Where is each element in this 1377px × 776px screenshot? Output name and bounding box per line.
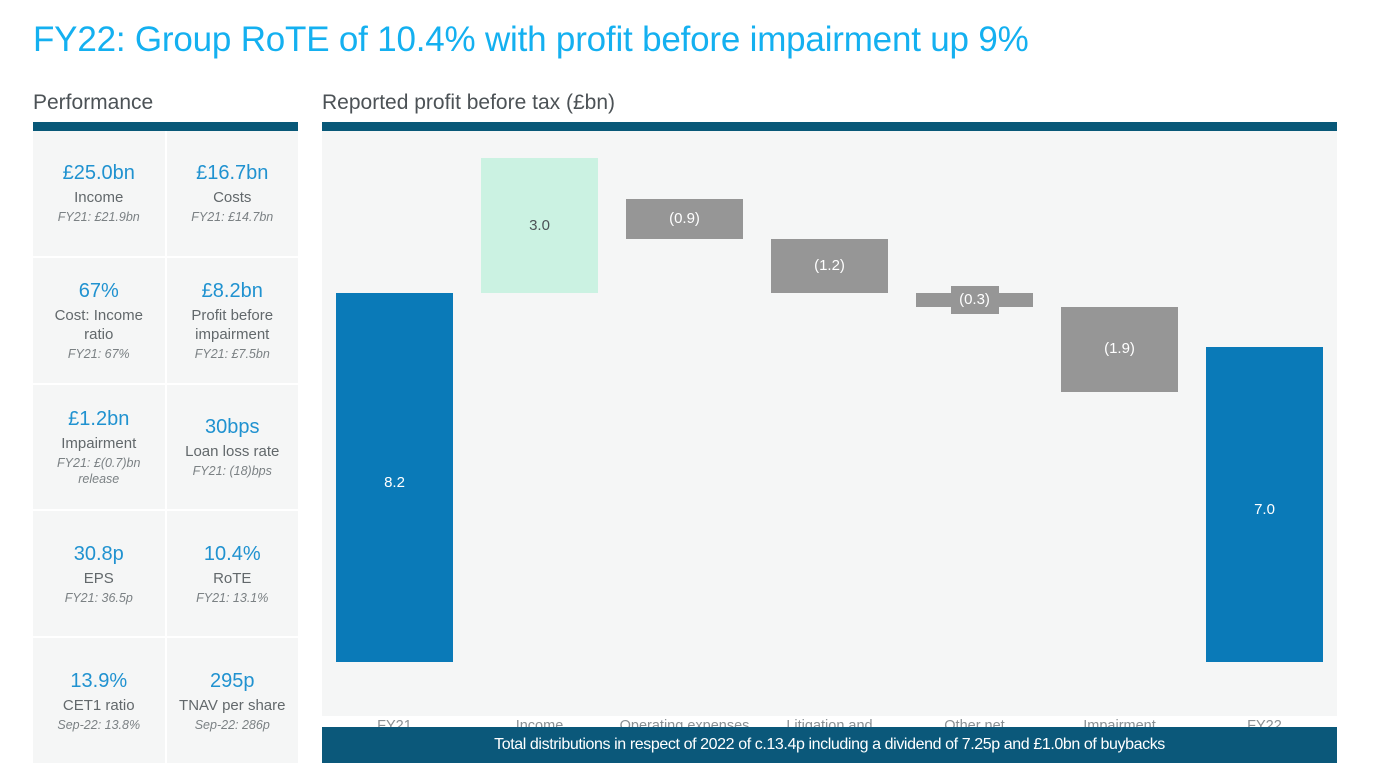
performance-metric-comparison: FY21: 67% (67, 346, 130, 361)
waterfall-bar-value-label: (0.3) (959, 290, 990, 308)
performance-metric-comparison: FY21: £21.9bn (57, 210, 140, 225)
waterfall-bar-value-chip: (0.3) (950, 285, 999, 314)
performance-heading: Performance (33, 91, 154, 114)
performance-metric-label: Income (74, 189, 124, 207)
performance-metric-label: Cost: Income ratio (54, 306, 143, 343)
performance-metric-value: £8.2bn (201, 279, 263, 302)
performance-metric-comparison: FY21: £(0.7)bn release (57, 455, 141, 486)
performance-metric-comparison: FY21: £14.7bn (191, 210, 274, 225)
performance-metric-value: 13.9% (70, 669, 128, 692)
performance-metric-cell: £16.7bn Costs FY21: £14.7bn (166, 131, 298, 256)
performance-metric-cell: £1.2bn Impairment FY21: £(0.7)bn release (33, 384, 165, 510)
performance-metric-cell: 30bps Loan loss rate FY21: (18)bps (166, 384, 298, 510)
performance-metric-cell: £25.0bn Income FY21: £21.9bn (33, 131, 165, 256)
performance-metric-value: £16.7bn (196, 162, 269, 185)
performance-metric-comparison: FY21: 13.1% (196, 590, 269, 605)
performance-metric-comparison: Sep-22: 13.8% (57, 717, 141, 732)
performance-metric-value: 67% (78, 279, 119, 302)
performance-metric-label: Costs (213, 189, 252, 207)
performance-metric-cell: 13.9% CET1 ratio Sep-22: 13.8% (33, 638, 165, 763)
performance-metric-label: Profit before impairment (191, 306, 274, 343)
performance-metric-value: 30.8p (73, 542, 124, 565)
performance-metric-grid: £25.0bn Income FY21: £21.9bn £16.7bn Costs FY… (33, 131, 298, 763)
performance-metric-value: £25.0bn (62, 162, 135, 185)
chart-header-rule (322, 122, 1337, 131)
performance-metric-comparison: FY21: (18)bps (192, 463, 272, 478)
performance-metric-label: TNAV per share (179, 696, 286, 714)
performance-header-rule (33, 122, 298, 131)
performance-metric-label: Loan loss rate (185, 442, 280, 460)
waterfall-bar-value-label: (0.9) (669, 209, 700, 227)
performance-metric-label: EPS (83, 569, 114, 587)
performance-metric-comparison: FY21: 36.5p (64, 590, 133, 605)
waterfall-bar: (1.2) (771, 239, 888, 293)
performance-metric-comparison: Sep-22: 286p (194, 717, 270, 732)
waterfall-plot-area: 8.2 3.0 (0.9) (1.2) (0.3) (1.9) 7.0 (322, 131, 1337, 716)
page-title: FY22: Group RoTE of 10.4% with profit be… (33, 20, 1029, 59)
performance-metric-cell: 10.4% RoTE FY21: 13.1% (166, 511, 298, 637)
waterfall-bar-value-label: 8.2 (384, 473, 405, 491)
waterfall-bar-value-label: (1.9) (1104, 340, 1135, 358)
performance-metric-value: 10.4% (203, 542, 261, 565)
waterfall-bar: (1.9) (1061, 306, 1178, 392)
waterfall-bar: 3.0 (481, 158, 598, 293)
waterfall-bar: 8.2 (336, 293, 453, 662)
distributions-banner-text: Total distributions in respect of 2022 o… (494, 736, 1165, 753)
performance-metric-label: Impairment (61, 434, 137, 452)
performance-metric-label: CET1 ratio (62, 696, 135, 714)
performance-metric-cell: £8.2bn Profit before impairment FY21: £7.5… (166, 257, 298, 383)
performance-metric-value: £1.2bn (68, 407, 130, 430)
performance-panel: £25.0bn Income FY21: £21.9bn £16.7bn Costs FY… (33, 122, 298, 763)
chart-heading: Reported profit before tax (£bn) (322, 91, 615, 114)
performance-metric-cell: 67% Cost: Income ratio FY21: 67% (33, 257, 165, 383)
performance-metric-label: RoTE (213, 569, 252, 587)
waterfall-bar-value-label: (1.2) (814, 257, 845, 274)
waterfall-bar: 7.0 (1206, 347, 1323, 662)
waterfall-bar-value-label: 3.0 (529, 216, 550, 234)
waterfall-bar-value-label: 7.0 (1254, 501, 1275, 519)
chart-panel: 8.2 3.0 (0.9) (1.2) (0.3) (1.9) 7.0 FY21 Income… (322, 122, 1337, 763)
performance-metric-comparison: FY21: £7.5bn (194, 346, 270, 361)
performance-metric-value: 295p (210, 669, 255, 692)
performance-metric-value: 30bps (205, 415, 260, 438)
performance-metric-cell: 30.8p EPS FY21: 36.5p (33, 511, 165, 637)
waterfall-bar: (0.9) (626, 198, 743, 239)
performance-metric-cell: 295p TNAV per share Sep-22: 286p (166, 638, 298, 763)
distributions-banner: Total distributions in respect of 2022 o… (322, 727, 1337, 763)
